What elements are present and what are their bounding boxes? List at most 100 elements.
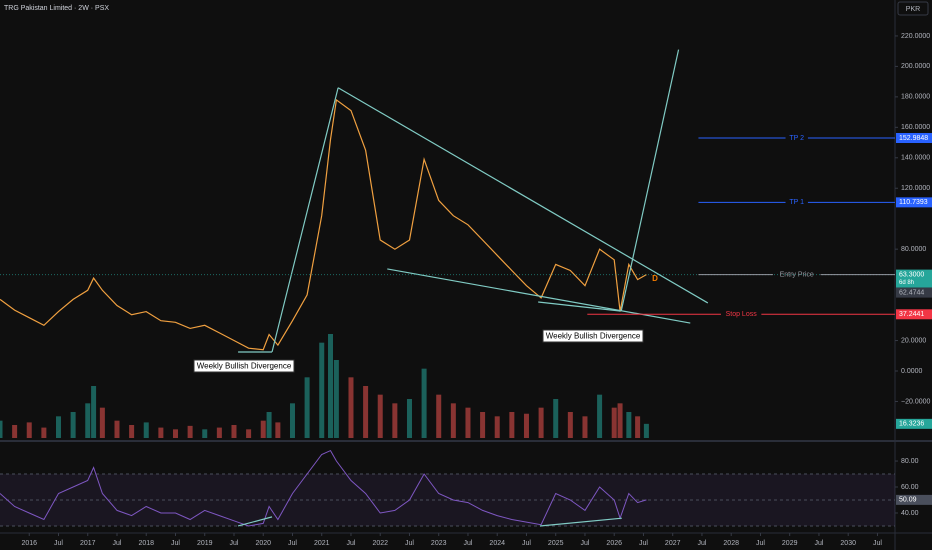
annotation: Weekly Bullish Divergence [197, 362, 292, 371]
prev-close-label: 62.4744 [899, 289, 924, 296]
trendline [538, 301, 621, 312]
level-label: Stop Loss [726, 311, 758, 318]
volume-bar [553, 399, 559, 438]
volume-bar [509, 412, 515, 438]
volume-bar [480, 412, 486, 438]
annotation: Weekly Bullish Divergence [546, 332, 641, 341]
volume-bar [363, 386, 369, 438]
rsi-tick-label: 60.00 [901, 484, 919, 491]
x-tick-label: 2020 [255, 540, 271, 547]
volume-bar [187, 425, 193, 438]
y-tick-label: 180.0000 [901, 94, 930, 101]
volume-bar [538, 407, 544, 438]
x-tick-label: 2023 [431, 540, 447, 547]
chart-title: TRG Pakistan Limited · 2W · PSX [4, 5, 109, 12]
volume-bar [275, 422, 281, 438]
volume-bar [12, 425, 18, 438]
volume-bar [635, 416, 641, 438]
x-tick-label: 2018 [138, 540, 154, 547]
x-tick-label: Jul [873, 540, 882, 547]
trendline [337, 87, 709, 304]
x-tick-label: Jul [756, 540, 765, 547]
trendline [539, 517, 622, 527]
level-tag-label: 37.2441 [899, 311, 924, 318]
rsi-tick-label: 40.00 [901, 510, 919, 517]
volume-bar [231, 425, 237, 438]
volume-bar [421, 368, 427, 438]
x-tick-label: Jul [405, 540, 414, 547]
level-label: TP 1 [789, 199, 804, 206]
x-tick-label: Jul [347, 540, 356, 547]
volume-bar [436, 394, 442, 438]
y-tick-label: 0.0000 [901, 368, 923, 375]
x-tick-label: 2019 [197, 540, 213, 547]
y-tick-label: 20.0000 [901, 337, 926, 344]
y-tick-label: 120.0000 [901, 185, 930, 192]
level-tag [896, 309, 932, 320]
x-tick-label: Jul [814, 540, 823, 547]
level-tag-label: 110.7393 [899, 199, 928, 206]
prev-close-tag [896, 287, 932, 298]
y-tick-label: 200.0000 [901, 63, 930, 70]
volume-bar [246, 429, 252, 438]
volume-bar [465, 407, 471, 438]
y-tick-label: 220.0000 [901, 33, 930, 40]
rsi-line [0, 449, 647, 527]
rsi-tag [896, 494, 932, 505]
annotation-marker: D [652, 274, 658, 283]
volume-bar [328, 334, 334, 438]
x-tick-label: Jul [171, 540, 180, 547]
volume-bar [597, 394, 603, 438]
x-tick-label: Jul [54, 540, 63, 547]
x-tick-label: Jul [580, 540, 589, 547]
x-tick-label: 2024 [489, 540, 505, 547]
rsi-tick-label: 80.00 [901, 458, 919, 465]
volume-bar [114, 420, 120, 438]
level-tag-label: 152.9848 [899, 135, 928, 142]
volume-bar [260, 420, 266, 438]
volume-bar [172, 429, 178, 438]
volume-bar [643, 423, 649, 438]
volume-bar [55, 416, 61, 438]
x-tick-label: 2016 [21, 540, 37, 547]
x-tick-label: Jul [463, 540, 472, 547]
volume-bar [26, 422, 32, 438]
annotation-box [542, 329, 644, 343]
volume-bar [348, 377, 354, 438]
volume-bar [99, 407, 105, 438]
x-tick-label: 2021 [314, 540, 330, 547]
volume-bar [617, 403, 623, 438]
volume-bar [91, 386, 97, 438]
trendline [620, 49, 680, 312]
countdown: 6d 8h [899, 280, 914, 286]
volume-bar [0, 420, 3, 438]
currency[interactable]: PKR [906, 6, 920, 13]
price-tag [896, 269, 932, 288]
volume-bar [289, 403, 295, 438]
x-tick-label: 2029 [782, 540, 798, 547]
volume-bar [216, 427, 222, 438]
x-tick-label: Jul [639, 540, 648, 547]
x-tick-label: 2025 [548, 540, 564, 547]
volume-bar [202, 429, 208, 438]
volume-bar [611, 407, 617, 438]
volume-bar [129, 425, 135, 438]
volume-bar [494, 416, 500, 438]
x-tick-label: 2026 [606, 540, 622, 547]
x-tick-label: Jul [113, 540, 122, 547]
volume-bar [523, 413, 529, 438]
volume-bar [406, 399, 412, 438]
trendline [271, 87, 339, 353]
volume-bar [333, 360, 339, 438]
level-label: TP 2 [789, 135, 804, 142]
rsi-tag-label: 50.09 [899, 497, 917, 504]
volume-bar [319, 342, 325, 438]
currency-box[interactable] [897, 1, 929, 16]
volume-bar [158, 427, 164, 438]
volume-tag-label: 16.3236 [899, 421, 924, 428]
volume-bar [70, 412, 76, 438]
x-tick-label: 2027 [665, 540, 681, 547]
x-tick-label: 2028 [723, 540, 739, 547]
